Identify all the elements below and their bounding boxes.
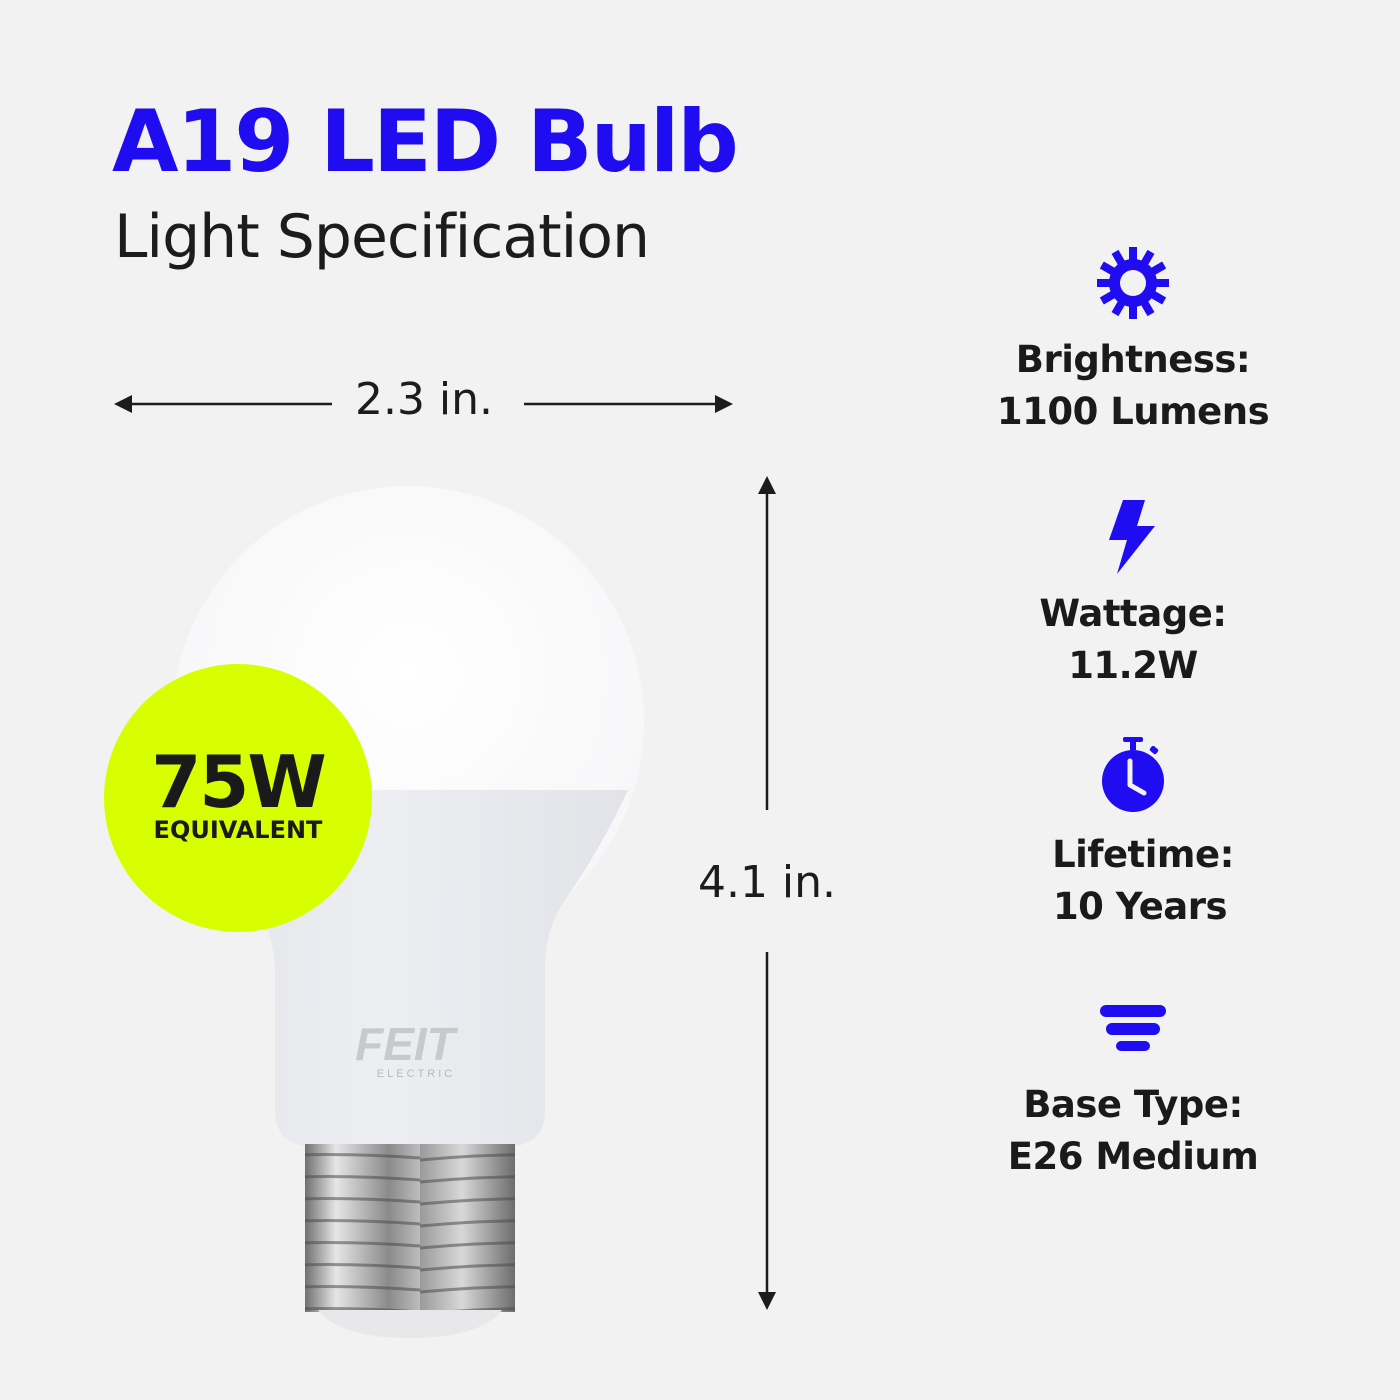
spec-value: 1100 Lumens (996, 390, 1270, 433)
spec-brightness: Brightness: 1100 Lumens (983, 246, 1283, 438)
spec-value: 10 Years (1052, 885, 1228, 928)
brand-logo: FEIT (355, 1018, 459, 1070)
badge-label: EQUIVALENT (153, 816, 323, 844)
stopwatch-icon (1102, 737, 1164, 812)
equivalent-wattage-badge: 75W EQUIVALENT (104, 664, 372, 932)
bulb-base-icon (1100, 1005, 1166, 1051)
spec-lifetime: Lifetime: 10 Years (983, 737, 1283, 933)
badge-value: 75W (151, 740, 327, 824)
lightning-bolt-icon (1109, 500, 1155, 574)
spec-label: Lifetime: (1052, 833, 1234, 876)
height-label: 4.1 in. (697, 857, 837, 908)
bulb-screw-base (305, 1144, 515, 1312)
page-subtitle: Light Specification (114, 202, 650, 272)
spec-value: 11.2W (1068, 644, 1198, 687)
spec-label: Brightness: (1015, 338, 1251, 381)
sun-icon (1097, 247, 1169, 319)
page-title: A19 LED Bulb (112, 92, 739, 192)
spec-value: E26 Medium (1007, 1135, 1259, 1178)
spec-base-type: Base Type: E26 Medium (983, 1003, 1283, 1183)
width-label: 2.3 in. (354, 374, 494, 425)
spec-label: Wattage: (1039, 592, 1227, 635)
brand-logo-sub: ELECTRIC (377, 1068, 455, 1080)
spec-wattage: Wattage: 11.2W (983, 500, 1283, 692)
spec-label: Base Type: (1023, 1083, 1243, 1126)
